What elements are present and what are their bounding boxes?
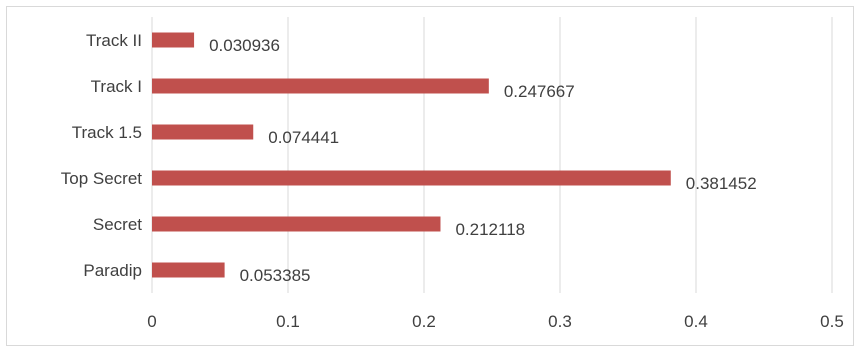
bar [152, 216, 441, 232]
data-label: 0.074441 [268, 128, 339, 147]
category-label: Track I [91, 77, 142, 96]
x-tick-label: 0.4 [684, 312, 708, 331]
x-tick-label: 0 [147, 312, 156, 331]
category-label: Track II [86, 31, 142, 50]
bar-chart: 0 0.1 0.2 0.3 0.4 0.5 Paradip 0.053385 Secret 0.2… [61, 17, 844, 331]
bar [152, 262, 225, 278]
x-tick-label: 0.5 [820, 312, 844, 331]
bar [152, 170, 671, 186]
data-label: 0.247667 [504, 82, 575, 101]
category-label: Secret [93, 215, 142, 234]
category-label: Top Secret [61, 169, 143, 188]
data-label: 0.053385 [240, 266, 311, 285]
category-label: Paradip [83, 261, 142, 280]
x-tick-label: 0.3 [548, 312, 572, 331]
data-label: 0.030936 [209, 36, 280, 55]
bar [152, 32, 195, 48]
chart-frame: 0 0.1 0.2 0.3 0.4 0.5 Paradip 0.053385 Secret 0.2… [6, 6, 854, 346]
bar [152, 124, 254, 140]
data-label: 0.381452 [686, 174, 757, 193]
x-tick-label: 0.1 [276, 312, 300, 331]
data-label: 0.212118 [455, 220, 525, 239]
x-tick-label: 0.2 [412, 312, 436, 331]
category-label: Track 1.5 [72, 123, 142, 142]
bar [152, 78, 489, 94]
